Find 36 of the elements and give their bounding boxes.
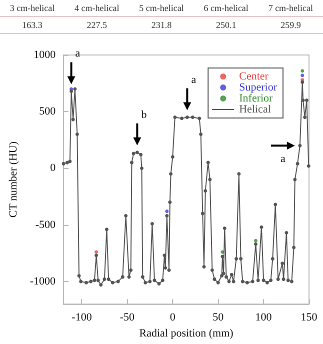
y-tick-label: -1000: [30, 275, 56, 288]
point: [94, 250, 98, 254]
text: 259.9: [280, 19, 302, 32]
y-tick-label: 500: [39, 106, 56, 118]
text: 231.8: [150, 19, 173, 32]
text: 227.5: [86, 19, 108, 32]
text: 6 cm-helical: [202, 2, 250, 15]
text: 5 cm-helical: [138, 2, 185, 15]
annotation: b: [141, 108, 148, 121]
x-axis-title: Radial position (mm): [139, 328, 234, 340]
x-tick-label: 150: [300, 312, 318, 324]
text: 7 cm-helical: [267, 2, 314, 15]
point: [300, 74, 304, 78]
annotation: a: [75, 48, 80, 60]
y-axis-title: CT number (HU): [8, 141, 20, 218]
point: [254, 238, 258, 242]
x-tick-label: 100: [255, 312, 272, 324]
text: 4 cm-helical: [74, 2, 120, 15]
legend-label: Superior: [239, 82, 278, 94]
x-tick-label: -50: [120, 312, 136, 324]
text: 250.1: [214, 19, 238, 32]
x-tick-label: 0: [170, 312, 176, 324]
text: 163.3: [21, 19, 44, 32]
annotation: a: [191, 74, 196, 86]
point: [300, 69, 304, 73]
x-tick-label: 50: [212, 312, 224, 324]
y-tick-label: 0: [50, 162, 56, 174]
annotation: a: [280, 153, 286, 166]
legend-label: Center: [239, 70, 269, 82]
text: 3 cm-helical: [8, 2, 56, 15]
point: [165, 210, 169, 214]
legend-label: Inferior: [239, 92, 274, 104]
y-tick-label: -500: [35, 218, 56, 231]
legend-label: Helical: [239, 104, 271, 116]
x-tick-label: -100: [72, 312, 92, 324]
y-tick-label: 1000: [34, 49, 56, 61]
